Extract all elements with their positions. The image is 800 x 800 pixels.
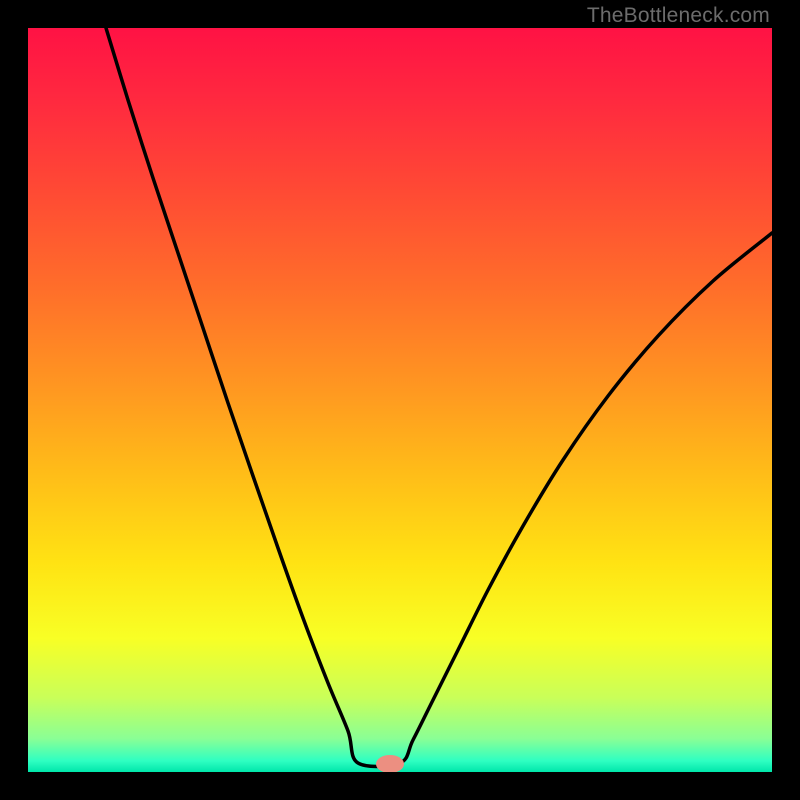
plot-area <box>28 28 772 772</box>
watermark-text: TheBottleneck.com <box>587 4 770 28</box>
bottleneck-curve-chart <box>28 28 772 772</box>
chart-frame: TheBottleneck.com <box>0 0 800 800</box>
